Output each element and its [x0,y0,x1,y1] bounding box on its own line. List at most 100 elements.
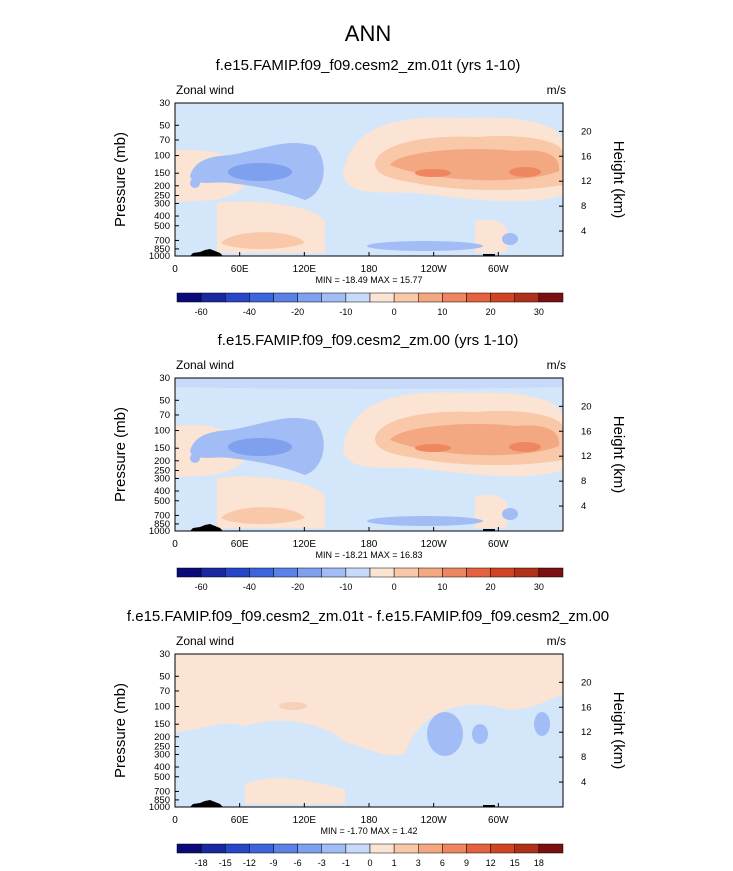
x-tick-label: 120E [293,264,317,275]
topography [190,800,223,807]
y-tick-label: 250 [154,191,170,202]
x-tick-label: 60E [231,815,249,826]
x-tick-label: 0 [172,264,178,275]
colorbar-label: -3 [318,858,326,868]
colorbar-swatch [538,292,564,303]
y-tick-label: 200 [154,181,170,192]
topography [190,524,223,531]
y-tick-label: 300 [154,473,170,484]
x-tick-label: 60E [231,264,249,275]
plot-field [175,654,563,807]
y-tick-label: 50 [159,120,170,131]
colorbar-label: -15 [219,858,232,868]
panel-title: f.e15.FAMIP.f09_f09.cesm2_zm.01t (yrs 1-… [216,57,521,74]
y-tick-label: 400 [154,486,170,497]
colorbar-swatch [200,567,226,578]
colorbar-swatch [369,843,395,854]
y2-tick-label: 8 [581,476,586,487]
y-tick-label: 400 [154,211,170,222]
colorbar-label: -40 [243,307,256,317]
variable-label: Zonal wind [176,83,234,97]
plot-field [175,103,563,256]
y2-tick-label: 12 [581,727,592,738]
colorbar-label: 20 [486,307,496,317]
positive-difference-low [245,778,345,804]
colorbar-swatch [418,292,443,303]
y-tick-label: 50 [159,671,170,682]
colorbar-swatch [514,567,540,578]
stratospheric-easterly-band [175,378,563,389]
colorbar-swatch [176,292,202,303]
colorbar-swatch [249,567,274,578]
colorbar-swatch [466,843,491,854]
colorbar-swatch [249,292,274,303]
colorbar-swatch [200,843,226,854]
colorbar-swatch [393,292,419,303]
colorbar-swatch [393,843,419,854]
colorbar-swatch [176,567,202,578]
colorbar-swatch [297,843,322,854]
y2-tick-label: 4 [581,501,586,512]
low-westerly-east [475,219,509,253]
units-label: m/s [547,634,566,648]
colorbar-swatch [369,292,395,303]
y-tick-label: 500 [154,496,170,507]
colorbar-swatch [345,843,371,854]
units-label: m/s [547,358,566,372]
colorbar-label: -12 [243,858,256,868]
colorbar-swatch [297,567,322,578]
colorbar-label: -40 [243,582,256,592]
y-tick-label: 150 [154,719,170,730]
y2-tick-label: 4 [581,777,586,788]
colorbar-label: 9 [464,858,469,868]
panel-3: f.e15.FAMIP.f09_f09.cesm2_zm.01t - f.e15… [112,608,627,868]
y-tick-label: 700 [154,235,170,246]
negative-core-a [427,712,463,756]
positive-patch-core [279,702,307,710]
main-title: ANN [345,21,391,46]
y2-tick-label: 16 [581,151,592,162]
low-westerly-core [221,507,305,524]
colorbar-swatch [345,567,371,578]
stats-label: MIN = -18.49 MAX = 15.77 [315,275,422,285]
y-tick-label: 70 [159,135,170,146]
units-label: m/s [547,83,566,97]
colorbar-swatch [273,567,298,578]
colorbar-swatch [514,843,540,854]
y2-tick-label: 20 [581,126,592,137]
panel-1: f.e15.FAMIP.f09_f09.cesm2_zm.01t (yrs 1-… [112,57,627,317]
colorbar-swatch [273,843,298,854]
y-tick-label: 1000 [149,251,170,262]
colorbar-label: 10 [437,307,447,317]
colorbar-label: -20 [291,307,304,317]
stats-label: MIN = -1.70 MAX = 1.42 [320,826,417,836]
x-tick-label: 180 [361,815,378,826]
colorbar-swatch [393,567,419,578]
topography [190,249,223,256]
colorbar-label: 12 [486,858,496,868]
colorbar-label: 30 [534,582,544,592]
colorbar-label: 20 [486,582,496,592]
jet-core-east [509,167,541,177]
topography [483,805,495,807]
y-tick-label: 100 [154,426,170,437]
x-tick-label: 60E [231,539,249,550]
stats-label: MIN = -18.21 MAX = 16.83 [315,550,422,560]
colorbar-label: 30 [534,307,544,317]
y-tick-label: 850 [154,795,170,806]
low-westerly-east [475,494,509,528]
y-tick-label: 150 [154,443,170,454]
x-tick-label: 180 [361,539,378,550]
colorbar-label: 0 [367,858,372,868]
x-tick-label: 60W [488,815,509,826]
y-tick-label: 30 [159,98,170,109]
y2-axis-title: Height (km) [610,416,627,494]
colorbar-label: 1 [392,858,397,868]
colorbar-swatch [321,567,347,578]
colorbar-label: -10 [339,582,352,592]
colorbar-swatch [273,292,298,303]
colorbar-swatch [225,843,250,854]
colorbar-label: 15 [510,858,520,868]
low-westerly-core [221,232,305,249]
y-tick-label: 500 [154,221,170,232]
